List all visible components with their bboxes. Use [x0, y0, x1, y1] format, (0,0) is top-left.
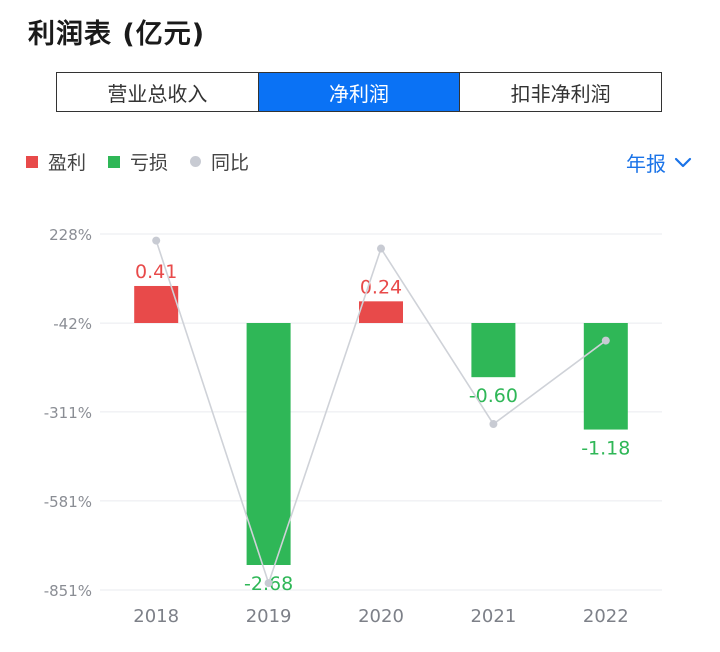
bar [134, 285, 179, 323]
bar [359, 301, 403, 323]
tab-net-profit[interactable]: 净利润 [258, 73, 461, 111]
y-tick-label: -581% [44, 493, 92, 511]
y-tick-label: -851% [44, 582, 92, 600]
yoy-dot [190, 156, 202, 167]
bar [471, 323, 516, 378]
metric-tabs: 营业总收入 净利润 扣非净利润 [56, 72, 662, 112]
chevron-down-icon [674, 157, 692, 167]
period-label: 年报 [626, 152, 666, 176]
bar-value-label: 0.41 [135, 261, 177, 283]
legend-item-loss: 亏损 [108, 148, 168, 175]
chart-legend: 盈利 亏损 同比 [26, 148, 271, 175]
profit-swatch [26, 155, 38, 168]
x-tick-label: 2018 [133, 606, 179, 627]
tab-deducted-net-profit[interactable]: 扣非净利润 [510, 81, 611, 106]
yoy-point [601, 336, 610, 345]
x-tick-label: 2021 [470, 606, 516, 627]
page-title: 利润表 (亿元) [28, 19, 206, 50]
loss-swatch [108, 155, 121, 168]
legend-label-profit: 盈利 [48, 152, 87, 174]
tab-revenue[interactable]: 营业总收入 [57, 73, 259, 111]
yoy-point [489, 420, 498, 429]
y-tick-label: -42% [53, 315, 92, 333]
period-selector[interactable]: 年报 [626, 148, 692, 177]
y-tick-label: 228% [49, 226, 92, 244]
yoy-point [264, 579, 273, 588]
yoy-point [152, 236, 161, 245]
y-tick-label: -311% [44, 404, 92, 422]
bar [246, 323, 291, 565]
x-tick-label: 2022 [583, 606, 629, 627]
legend-label-loss: 亏损 [130, 152, 169, 174]
bar-value-label: -1.18 [581, 438, 630, 460]
bar-value-label: -0.60 [469, 385, 518, 407]
x-tick-label: 2020 [358, 606, 404, 627]
yoy-point [377, 244, 385, 253]
legend-item-yoy: 同比 [190, 148, 249, 175]
legend-item-profit: 盈利 [26, 148, 86, 175]
x-tick-label: 2019 [246, 606, 292, 627]
legend-label-yoy: 同比 [211, 152, 250, 174]
